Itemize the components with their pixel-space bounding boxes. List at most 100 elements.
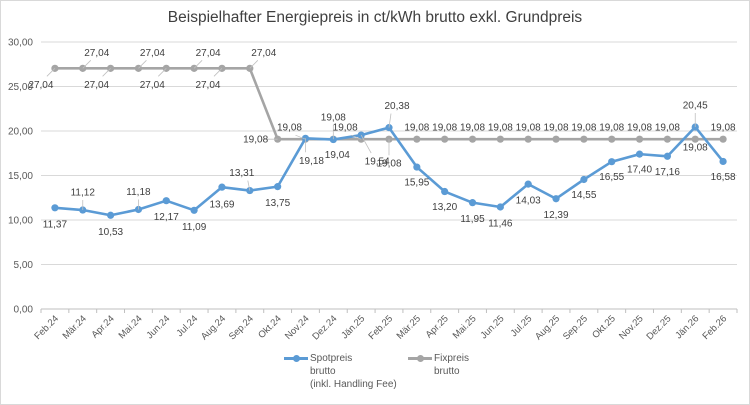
x-tick-label: Mai.25: [451, 313, 479, 341]
data-label: 27,04: [84, 48, 109, 59]
data-point: [635, 135, 644, 143]
x-tick-label: Mär.24: [61, 313, 89, 341]
data-point: [496, 135, 504, 143]
data-label: 12,17: [154, 212, 179, 223]
data-point: [274, 183, 282, 191]
data-point: [663, 135, 672, 143]
data-label: 11,37: [43, 219, 68, 230]
data-point: [635, 150, 644, 158]
leader-line: [351, 134, 362, 140]
data-label: 11,09: [182, 222, 207, 233]
x-tick-label: Sep.24: [227, 313, 256, 342]
data-point: [608, 158, 616, 166]
leader-line: [213, 68, 223, 77]
y-tick-label: 15,00: [8, 171, 33, 182]
data-label: 19,08: [243, 135, 268, 146]
data-point: [468, 135, 477, 143]
data-point: [413, 163, 421, 171]
data-point: [413, 135, 421, 143]
x-tick-label: Dez.24: [310, 313, 339, 342]
data-label: 19,08: [627, 123, 652, 134]
x-tick-label: Feb.24: [32, 313, 61, 342]
data-point: [524, 180, 532, 188]
data-label: 13,20: [432, 202, 457, 213]
data-label: 19,54: [365, 157, 390, 168]
leader-line: [360, 134, 372, 154]
data-label: 12,39: [544, 210, 569, 221]
x-tick-label: Okt.24: [256, 313, 284, 341]
y-tick-label: 10,00: [8, 216, 33, 227]
data-point: [190, 206, 198, 214]
data-point: [691, 135, 699, 143]
data-label: 19,08: [683, 143, 708, 154]
data-label: 19,08: [488, 123, 513, 134]
x-tick-label: Jun.25: [479, 313, 507, 341]
legend-label-fixpreis: Fixpreis brutto: [434, 353, 470, 377]
chart-title: Beispielhafter Energiepreis in ct/kWh br…: [167, 9, 583, 26]
data-point: [468, 199, 477, 207]
data-label: 27,04: [140, 80, 165, 91]
x-tick-label: Feb.25: [366, 313, 395, 342]
x-tick-label: Apr.24: [90, 313, 117, 340]
data-label: 27,04: [195, 80, 220, 91]
legend-swatch-fixpreis: [408, 355, 432, 362]
x-tick-label: Nov.24: [283, 313, 312, 342]
data-label: 16,55: [599, 172, 624, 183]
leader-line: [138, 60, 147, 69]
data-label: 14,03: [516, 196, 541, 207]
data-label: 17,40: [627, 165, 652, 176]
x-tick-label: Jän.26: [673, 313, 701, 341]
x-tick-label: Nov.25: [617, 313, 646, 342]
data-point: [663, 152, 672, 160]
data-point: [441, 187, 449, 196]
legend-label-spotpreis: Spotpreis brutto (inkl. Handling Fee): [310, 353, 397, 390]
data-label: 27,04: [251, 48, 276, 59]
data-point: [51, 204, 59, 212]
leader-line: [157, 68, 167, 77]
x-tick-label: Jul.25: [509, 313, 535, 339]
data-label: 27,04: [84, 80, 109, 91]
leader-line: [247, 180, 251, 191]
data-point: [441, 135, 449, 143]
data-point: [719, 135, 727, 143]
data-label: 19,08: [516, 123, 541, 134]
leader-line: [193, 60, 203, 69]
data-label: 19,08: [333, 123, 358, 134]
data-label: 19,04: [325, 150, 350, 161]
leader-line: [388, 113, 392, 128]
data-label: 27,04: [140, 48, 165, 59]
x-tick-label: Aug.25: [533, 313, 562, 342]
data-point: [552, 135, 560, 143]
data-label: 13,75: [265, 198, 290, 209]
data-label: 19,08: [655, 123, 680, 134]
x-tick-label: Jul.24: [175, 313, 201, 339]
leader-line: [46, 68, 56, 77]
data-label: 14,55: [571, 190, 596, 201]
x-tick-label: Jän.25: [339, 313, 367, 341]
leader-line: [295, 134, 306, 140]
data-label: 11,12: [71, 188, 96, 199]
leader-line: [102, 68, 111, 77]
x-tick-label: Mär.25: [395, 313, 423, 341]
data-label: 17,16: [655, 167, 680, 178]
data-label: 11,95: [460, 214, 485, 225]
data-point: [524, 135, 532, 143]
data-point: [552, 195, 560, 203]
legend-swatch-spotpreis: [284, 355, 308, 362]
data-label: 19,08: [571, 123, 596, 134]
data-label: 19,08: [599, 123, 624, 134]
y-tick-label: 30,00: [8, 38, 33, 49]
x-tick-label: Aug.24: [199, 313, 228, 342]
y-tick-label: 5,00: [14, 260, 34, 271]
leader-line: [82, 60, 92, 69]
data-label: 19,08: [460, 123, 485, 134]
data-label: 19,08: [376, 159, 401, 170]
data-label: 10,53: [98, 227, 123, 238]
y-tick-label: 25,00: [8, 82, 33, 93]
data-label: 27,04: [196, 48, 221, 59]
data-label: 19,18: [299, 156, 324, 167]
data-point: [162, 197, 170, 205]
data-point: [719, 157, 727, 166]
y-tick-label: 20,00: [8, 127, 33, 138]
